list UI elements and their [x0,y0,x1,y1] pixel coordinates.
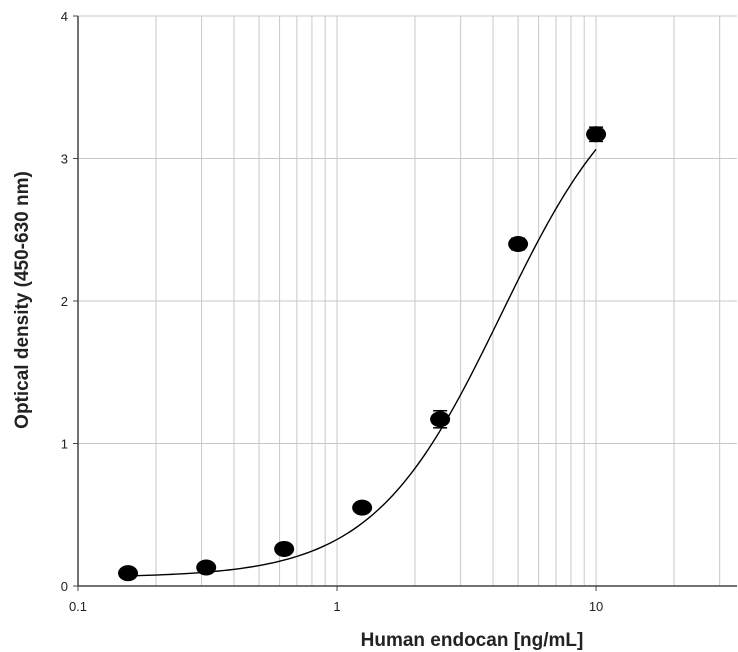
x-tick-label: 0.1 [69,599,87,614]
data-point [352,499,373,516]
y-tick-label: 0 [61,579,68,594]
data-point [508,236,529,252]
data-points [118,126,607,582]
data-point [586,126,607,143]
tick-labels: 0 1 2 3 4 0.1 1 10 [61,9,604,614]
x-tick-label: 10 [589,599,603,614]
y-tick-label: 3 [61,152,68,167]
y-tick-label: 1 [61,437,68,452]
y-tick-label: 2 [61,294,68,309]
x-tick-label: 1 [333,599,340,614]
y-tick-label: 4 [61,9,68,24]
data-point [274,540,295,557]
x-axis-title: Human endocan [ng/mL] [361,630,584,651]
data-point [430,411,451,428]
data-point [118,565,139,582]
grid-lines [77,15,737,587]
data-point [196,559,217,576]
y-axis-title: Optical density (450-630 nm) [12,171,33,429]
